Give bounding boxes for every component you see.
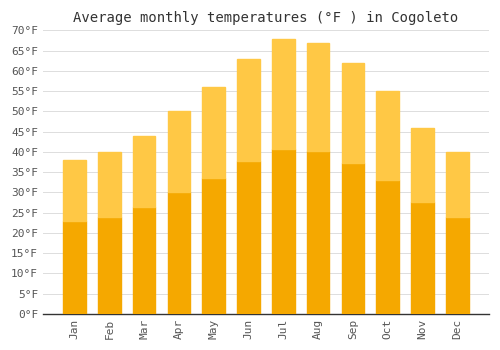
Bar	[376, 180, 399, 314]
Bar	[376, 91, 399, 180]
Bar	[307, 151, 330, 314]
Bar	[307, 43, 330, 151]
Bar	[272, 149, 294, 314]
Bar	[411, 202, 434, 314]
Bar	[133, 136, 156, 207]
Bar	[411, 128, 434, 202]
Bar	[272, 38, 294, 149]
Bar	[376, 91, 399, 314]
Bar	[237, 59, 260, 314]
Bar	[446, 152, 468, 217]
Bar	[342, 63, 364, 314]
Title: Average monthly temperatures (°F ) in Cogoleto: Average monthly temperatures (°F ) in Co…	[74, 11, 458, 25]
Bar	[168, 111, 190, 314]
Bar	[98, 152, 120, 217]
Bar	[202, 87, 225, 314]
Bar	[446, 217, 468, 314]
Bar	[133, 207, 156, 314]
Bar	[63, 160, 86, 222]
Bar	[446, 152, 468, 314]
Bar	[307, 43, 330, 314]
Bar	[168, 193, 190, 314]
Bar	[63, 160, 86, 314]
Bar	[342, 163, 364, 314]
Bar	[237, 59, 260, 161]
Bar	[202, 87, 225, 178]
Bar	[168, 111, 190, 192]
Bar	[133, 136, 156, 314]
Bar	[202, 178, 225, 314]
Bar	[98, 152, 120, 314]
Bar	[63, 222, 86, 314]
Bar	[272, 38, 294, 314]
Bar	[342, 63, 364, 163]
Bar	[98, 217, 120, 314]
Bar	[411, 128, 434, 314]
Bar	[237, 161, 260, 314]
